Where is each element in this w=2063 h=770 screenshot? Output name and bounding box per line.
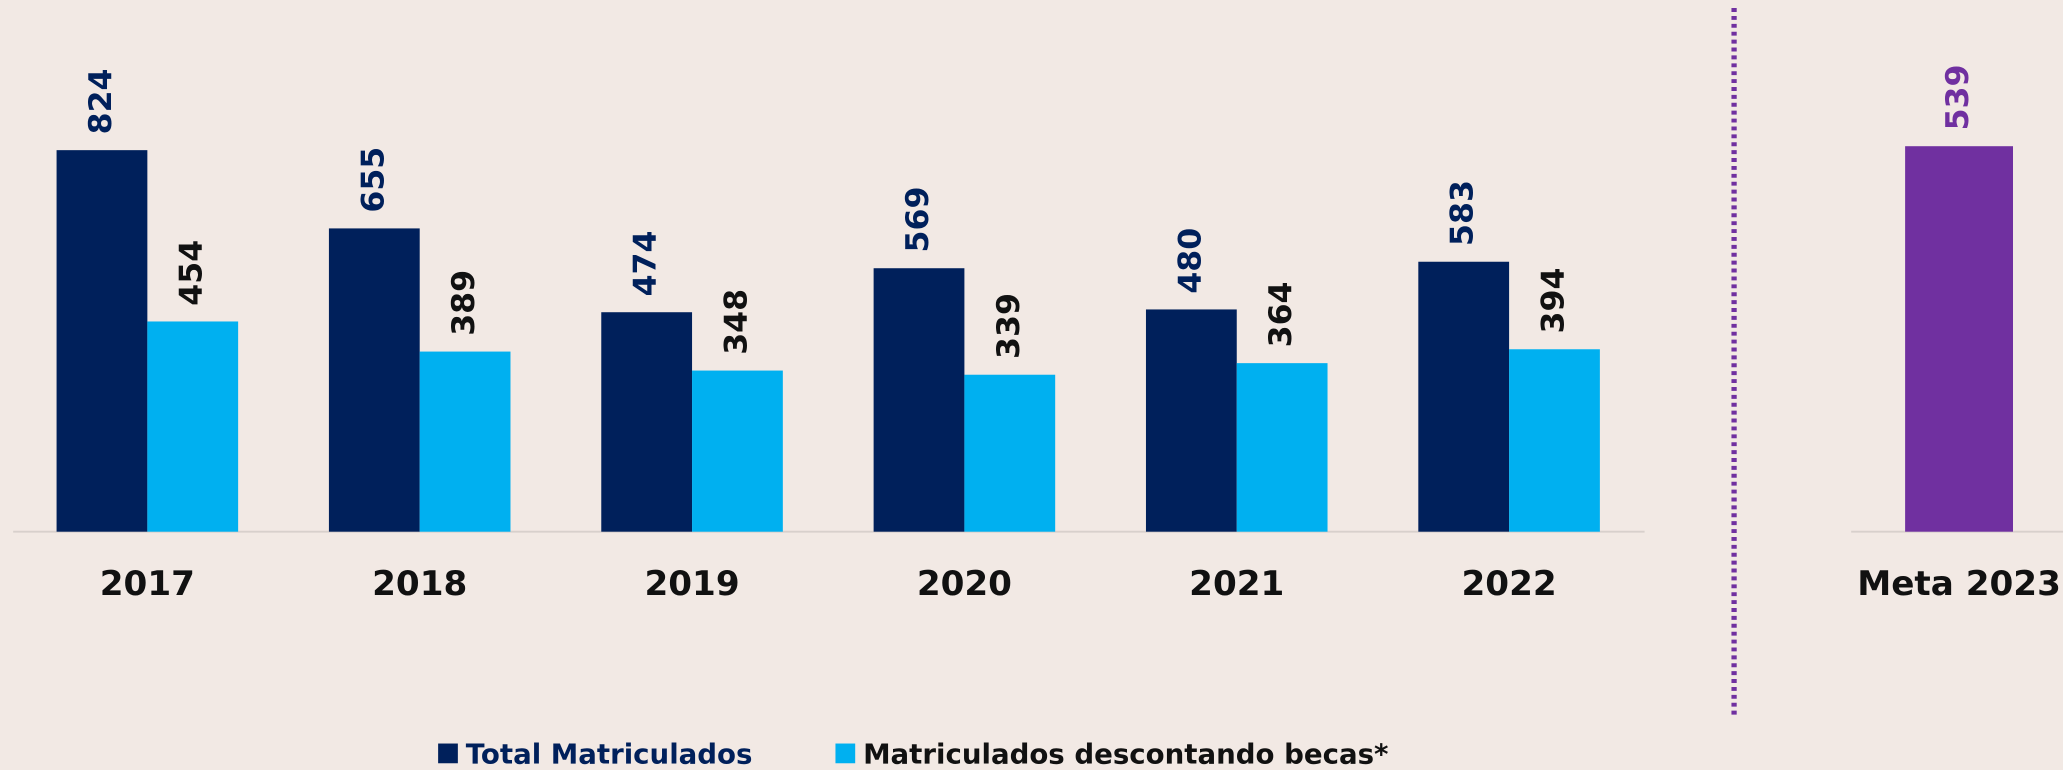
value-label: 583: [1445, 180, 1481, 246]
value-label: 454: [174, 240, 210, 306]
x-tick-label: 2021: [1189, 564, 1284, 604]
legend-swatch: [438, 743, 458, 764]
value-label: 569: [900, 187, 936, 253]
legend-label: Matriculados descontando becas*: [863, 737, 1388, 770]
bar: [1418, 261, 1510, 532]
value-label: 348: [718, 289, 754, 355]
value-label: 394: [1535, 268, 1571, 334]
value-label: 655: [355, 147, 391, 213]
value-label: 480: [1172, 228, 1208, 294]
value-label: 824: [83, 68, 119, 134]
x-tick-label: Meta 2023: [1857, 564, 2061, 604]
bar: [56, 150, 148, 532]
x-tick-label: 2020: [917, 564, 1012, 604]
bar: [328, 228, 420, 532]
bar: [692, 370, 783, 532]
bar: [147, 321, 239, 532]
bar: [873, 268, 965, 532]
legend-label: Total Matriculados: [466, 737, 753, 770]
bar: [1905, 146, 2014, 532]
legend-swatch: [835, 743, 856, 764]
value-label: 364: [1263, 281, 1299, 347]
value-label: 474: [628, 231, 664, 297]
x-tick-label: 2019: [644, 564, 739, 604]
value-label: 539: [1940, 65, 1976, 131]
value-label: 389: [446, 270, 482, 336]
bar: [601, 312, 693, 532]
x-tick-label: 2022: [1462, 564, 1557, 604]
value-label: 339: [991, 293, 1027, 359]
x-tick-label: 2018: [372, 564, 467, 604]
bar: [1145, 309, 1237, 532]
bar: [1509, 349, 1600, 532]
bar: [1236, 363, 1328, 532]
bar: [419, 351, 511, 532]
x-tick-label: 2017: [100, 564, 195, 604]
bar: [964, 374, 1056, 532]
